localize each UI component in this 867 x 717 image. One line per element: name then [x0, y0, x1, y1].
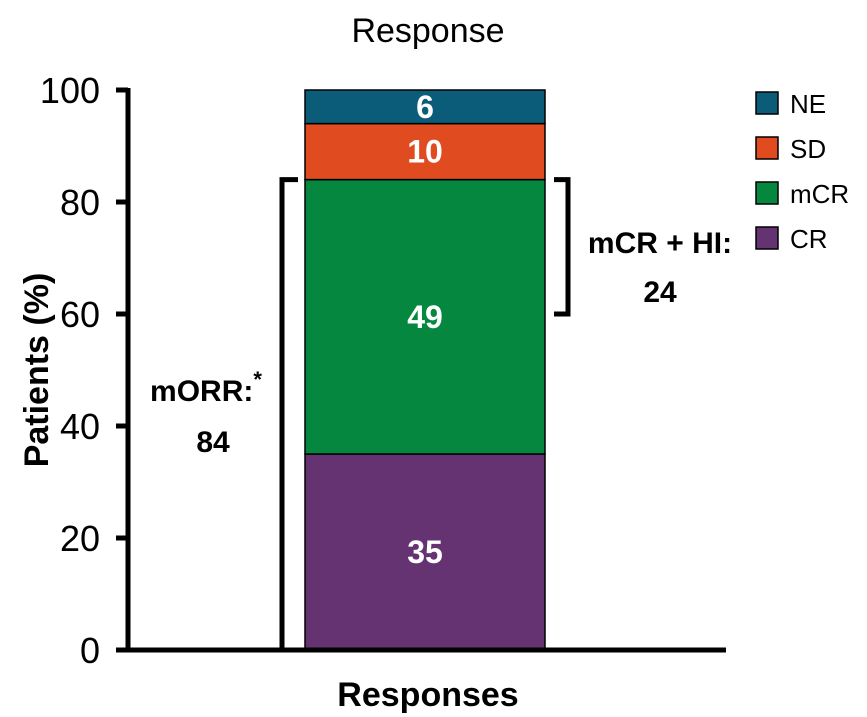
y-tick-label-100: 100 — [40, 70, 100, 111]
annotation-mcr-hi-value: 24 — [643, 276, 677, 309]
annotation-morr-value: 84 — [196, 426, 230, 459]
bars — [304, 89, 546, 651]
chart-title: Response — [351, 12, 504, 50]
legend-label-cr: CR — [790, 224, 828, 254]
legend: NE SD mCR CR — [755, 89, 849, 254]
bar-label-ne: 6 — [416, 89, 434, 125]
legend-swatch-sd — [755, 136, 779, 160]
bracket-morr — [279, 177, 298, 653]
annotation-mcr-hi: mCR + HI: 24 — [588, 227, 732, 309]
bar-segment-cr — [304, 453, 546, 651]
legend-swatch-cr — [755, 226, 779, 250]
bar-segment-mcr — [304, 178, 546, 455]
legend-label-ne: NE — [790, 89, 826, 119]
legend-swatch-ne — [755, 91, 779, 115]
y-tick-label-80: 80 — [60, 182, 100, 223]
svg-text:mORR:*: mORR:* — [150, 367, 262, 408]
legend-label-mcr: mCR — [790, 179, 849, 209]
bar-segment-ne — [304, 89, 546, 125]
bracket-mcr-hi — [554, 177, 571, 317]
annotation-morr-label: mORR: — [150, 375, 253, 408]
annotation-morr-superscript: * — [253, 367, 262, 392]
bar-label-mcr: 49 — [407, 299, 443, 335]
legend-swatch-mcr — [755, 181, 779, 205]
brackets — [279, 177, 571, 653]
y-tick-label-20: 20 — [60, 518, 100, 559]
bar-label-cr: 35 — [407, 534, 443, 570]
y-tick-label-0: 0 — [80, 630, 100, 671]
annotation-mcr-hi-label: mCR + HI: — [588, 227, 732, 260]
y-axis-title: Patients (%) — [18, 273, 56, 468]
annotation-morr: mORR:* 84 — [150, 367, 262, 459]
legend-label-sd: SD — [790, 134, 826, 164]
y-ticks: 0 20 40 60 80 100 — [40, 70, 128, 671]
y-tick-label-40: 40 — [60, 406, 100, 447]
y-tick-label-60: 60 — [60, 294, 100, 335]
bar-label-sd: 10 — [407, 134, 443, 170]
segment-labels: 35 49 10 6 — [407, 89, 443, 570]
x-axis-title: Responses — [337, 676, 518, 714]
